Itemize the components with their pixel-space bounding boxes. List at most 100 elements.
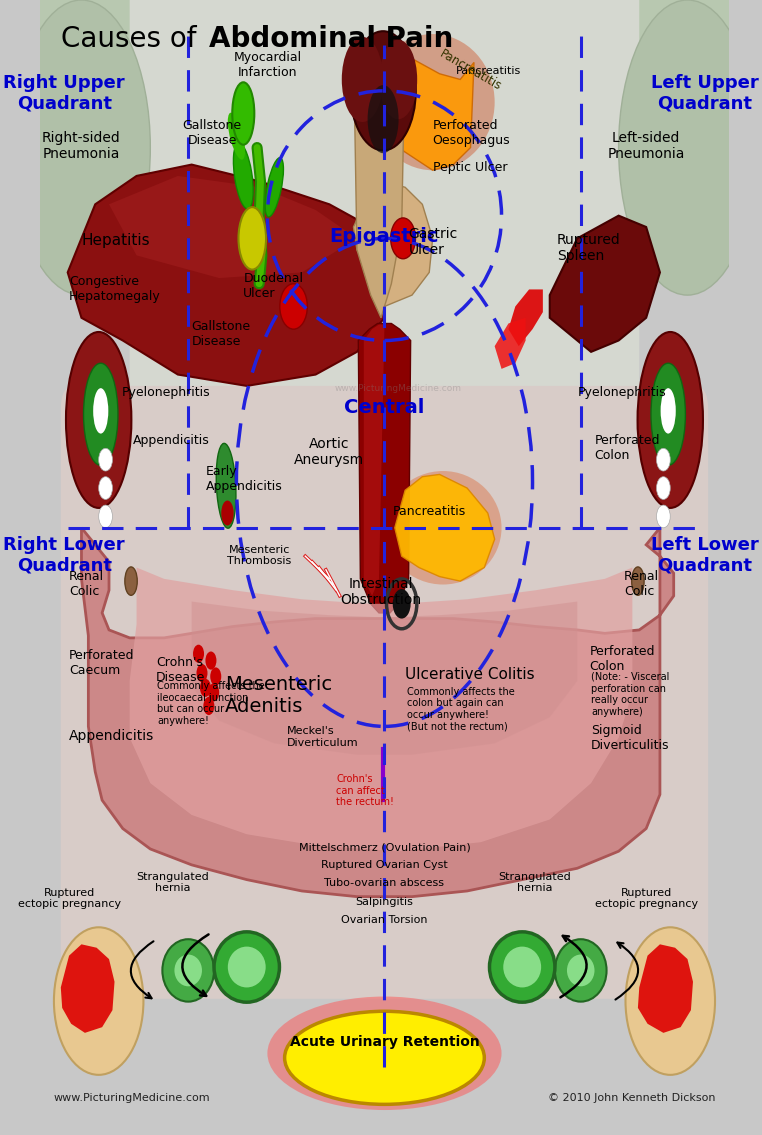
Polygon shape bbox=[109, 176, 357, 278]
Text: www.PicturingMedicine.com: www.PicturingMedicine.com bbox=[54, 1093, 210, 1103]
Text: Appendicitis: Appendicitis bbox=[133, 434, 210, 446]
Ellipse shape bbox=[632, 566, 644, 595]
Polygon shape bbox=[495, 318, 526, 369]
Ellipse shape bbox=[239, 207, 266, 269]
Text: Ruptured Ovarian Cyst: Ruptured Ovarian Cyst bbox=[321, 860, 448, 871]
Ellipse shape bbox=[367, 85, 399, 153]
Text: Strangulated
hernia: Strangulated hernia bbox=[498, 872, 571, 893]
Text: Salpingitis: Salpingitis bbox=[356, 897, 414, 907]
Text: Right Lower
Quadrant: Right Lower Quadrant bbox=[4, 536, 125, 574]
Text: Renal
Colic: Renal Colic bbox=[624, 570, 659, 598]
Polygon shape bbox=[395, 474, 495, 581]
Circle shape bbox=[193, 645, 204, 663]
Ellipse shape bbox=[216, 444, 236, 528]
Ellipse shape bbox=[285, 1011, 485, 1104]
Text: Ovarian Torsion: Ovarian Torsion bbox=[341, 915, 427, 925]
Text: Duodenal
Ulcer: Duodenal Ulcer bbox=[243, 272, 303, 301]
Text: Abdominal Pain: Abdominal Pain bbox=[209, 25, 453, 53]
Text: Central: Central bbox=[344, 398, 424, 417]
Ellipse shape bbox=[661, 388, 676, 434]
Text: Pancreatitis: Pancreatitis bbox=[437, 48, 504, 93]
Text: Myocardial
Infarction: Myocardial Infarction bbox=[233, 51, 302, 79]
Ellipse shape bbox=[13, 0, 150, 295]
Ellipse shape bbox=[385, 471, 501, 585]
Text: Commonly affects the
ileocaecal junction
but can occur
anywhere!: Commonly affects the ileocaecal junction… bbox=[157, 681, 265, 725]
Text: Pancreatitis: Pancreatitis bbox=[392, 505, 466, 518]
Ellipse shape bbox=[267, 997, 501, 1110]
Text: Early
Appendicitis: Early Appendicitis bbox=[206, 465, 282, 494]
Ellipse shape bbox=[555, 940, 607, 1002]
Text: Commonly affects the
colon but again can
occur anywhere!
(But not the rectum): Commonly affects the colon but again can… bbox=[406, 687, 514, 731]
Circle shape bbox=[197, 664, 207, 682]
Ellipse shape bbox=[174, 955, 202, 986]
Circle shape bbox=[98, 505, 113, 528]
Text: Peptic Ulcer: Peptic Ulcer bbox=[433, 161, 507, 174]
Circle shape bbox=[200, 679, 211, 697]
Polygon shape bbox=[358, 323, 411, 613]
Text: Perforated
Caecum: Perforated Caecum bbox=[69, 649, 135, 678]
Text: Appendicitis: Appendicitis bbox=[69, 729, 155, 742]
Polygon shape bbox=[638, 944, 693, 1033]
Text: Renal
Colic: Renal Colic bbox=[69, 570, 104, 598]
Ellipse shape bbox=[619, 0, 757, 295]
Ellipse shape bbox=[370, 34, 495, 170]
Ellipse shape bbox=[93, 388, 108, 434]
Circle shape bbox=[626, 927, 715, 1075]
Ellipse shape bbox=[233, 143, 253, 209]
Text: Left Lower
Quadrant: Left Lower Quadrant bbox=[651, 536, 758, 574]
Text: Acute Urinary Retention: Acute Urinary Retention bbox=[290, 1035, 479, 1049]
Circle shape bbox=[392, 589, 411, 619]
FancyBboxPatch shape bbox=[5, 0, 226, 261]
Polygon shape bbox=[68, 165, 385, 386]
Polygon shape bbox=[549, 216, 660, 352]
Text: Gastric
Ulcer: Gastric Ulcer bbox=[408, 227, 458, 258]
Text: Ruptured
Spleen: Ruptured Spleen bbox=[556, 233, 620, 263]
Text: Mesenteric
Adenitis: Mesenteric Adenitis bbox=[225, 675, 331, 716]
Circle shape bbox=[203, 697, 214, 715]
Text: Mittelschmerz (Ovulation Pain): Mittelschmerz (Ovulation Pain) bbox=[299, 842, 470, 852]
Circle shape bbox=[98, 448, 113, 471]
Polygon shape bbox=[363, 325, 385, 596]
Text: Right Upper
Quadrant: Right Upper Quadrant bbox=[4, 74, 125, 112]
Text: Epigastric: Epigastric bbox=[330, 227, 439, 245]
Ellipse shape bbox=[638, 331, 703, 508]
Text: Perforated
Colon: Perforated Colon bbox=[590, 645, 655, 673]
Text: Pancreatitis: Pancreatitis bbox=[456, 66, 521, 76]
Ellipse shape bbox=[351, 31, 416, 150]
FancyBboxPatch shape bbox=[543, 0, 762, 261]
Text: Crohn's
can affect
the rectum!: Crohn's can affect the rectum! bbox=[336, 774, 394, 807]
Circle shape bbox=[391, 218, 415, 259]
Text: Perforated
Colon: Perforated Colon bbox=[594, 434, 660, 462]
FancyBboxPatch shape bbox=[130, 0, 639, 477]
Polygon shape bbox=[385, 45, 474, 170]
Ellipse shape bbox=[228, 112, 245, 160]
Circle shape bbox=[210, 667, 221, 686]
Text: Right-sided
Pneumonia: Right-sided Pneumonia bbox=[42, 131, 121, 161]
Text: Left-sided
Pneumonia: Left-sided Pneumonia bbox=[607, 131, 685, 161]
Text: Strangulated
hernia: Strangulated hernia bbox=[136, 872, 209, 893]
Circle shape bbox=[98, 477, 113, 499]
Ellipse shape bbox=[379, 40, 417, 119]
Ellipse shape bbox=[503, 947, 541, 987]
Ellipse shape bbox=[125, 566, 137, 595]
Text: Sigmoid
Diverticulitis: Sigmoid Diverticulitis bbox=[591, 724, 670, 753]
Circle shape bbox=[657, 477, 671, 499]
Text: Congestive
Hepatomegaly: Congestive Hepatomegaly bbox=[69, 275, 161, 303]
Ellipse shape bbox=[162, 940, 214, 1002]
Ellipse shape bbox=[567, 955, 594, 986]
Ellipse shape bbox=[214, 932, 280, 1002]
Text: Crohn's
Disease: Crohn's Disease bbox=[156, 656, 205, 684]
Polygon shape bbox=[82, 528, 674, 897]
Circle shape bbox=[657, 505, 671, 528]
Polygon shape bbox=[192, 602, 578, 755]
Text: Causes of: Causes of bbox=[61, 25, 205, 53]
Ellipse shape bbox=[489, 932, 555, 1002]
Ellipse shape bbox=[228, 947, 266, 987]
Text: Meckel's
Diverticulum: Meckel's Diverticulum bbox=[287, 726, 358, 748]
Text: Hepatitis: Hepatitis bbox=[82, 233, 150, 247]
Text: Pyelonephritis: Pyelonephritis bbox=[121, 386, 210, 398]
Text: (Note: - Visceral
perforation can
really occur
anywhere): (Note: - Visceral perforation can really… bbox=[591, 672, 670, 716]
Ellipse shape bbox=[66, 331, 131, 508]
Circle shape bbox=[657, 448, 671, 471]
Circle shape bbox=[208, 683, 219, 701]
